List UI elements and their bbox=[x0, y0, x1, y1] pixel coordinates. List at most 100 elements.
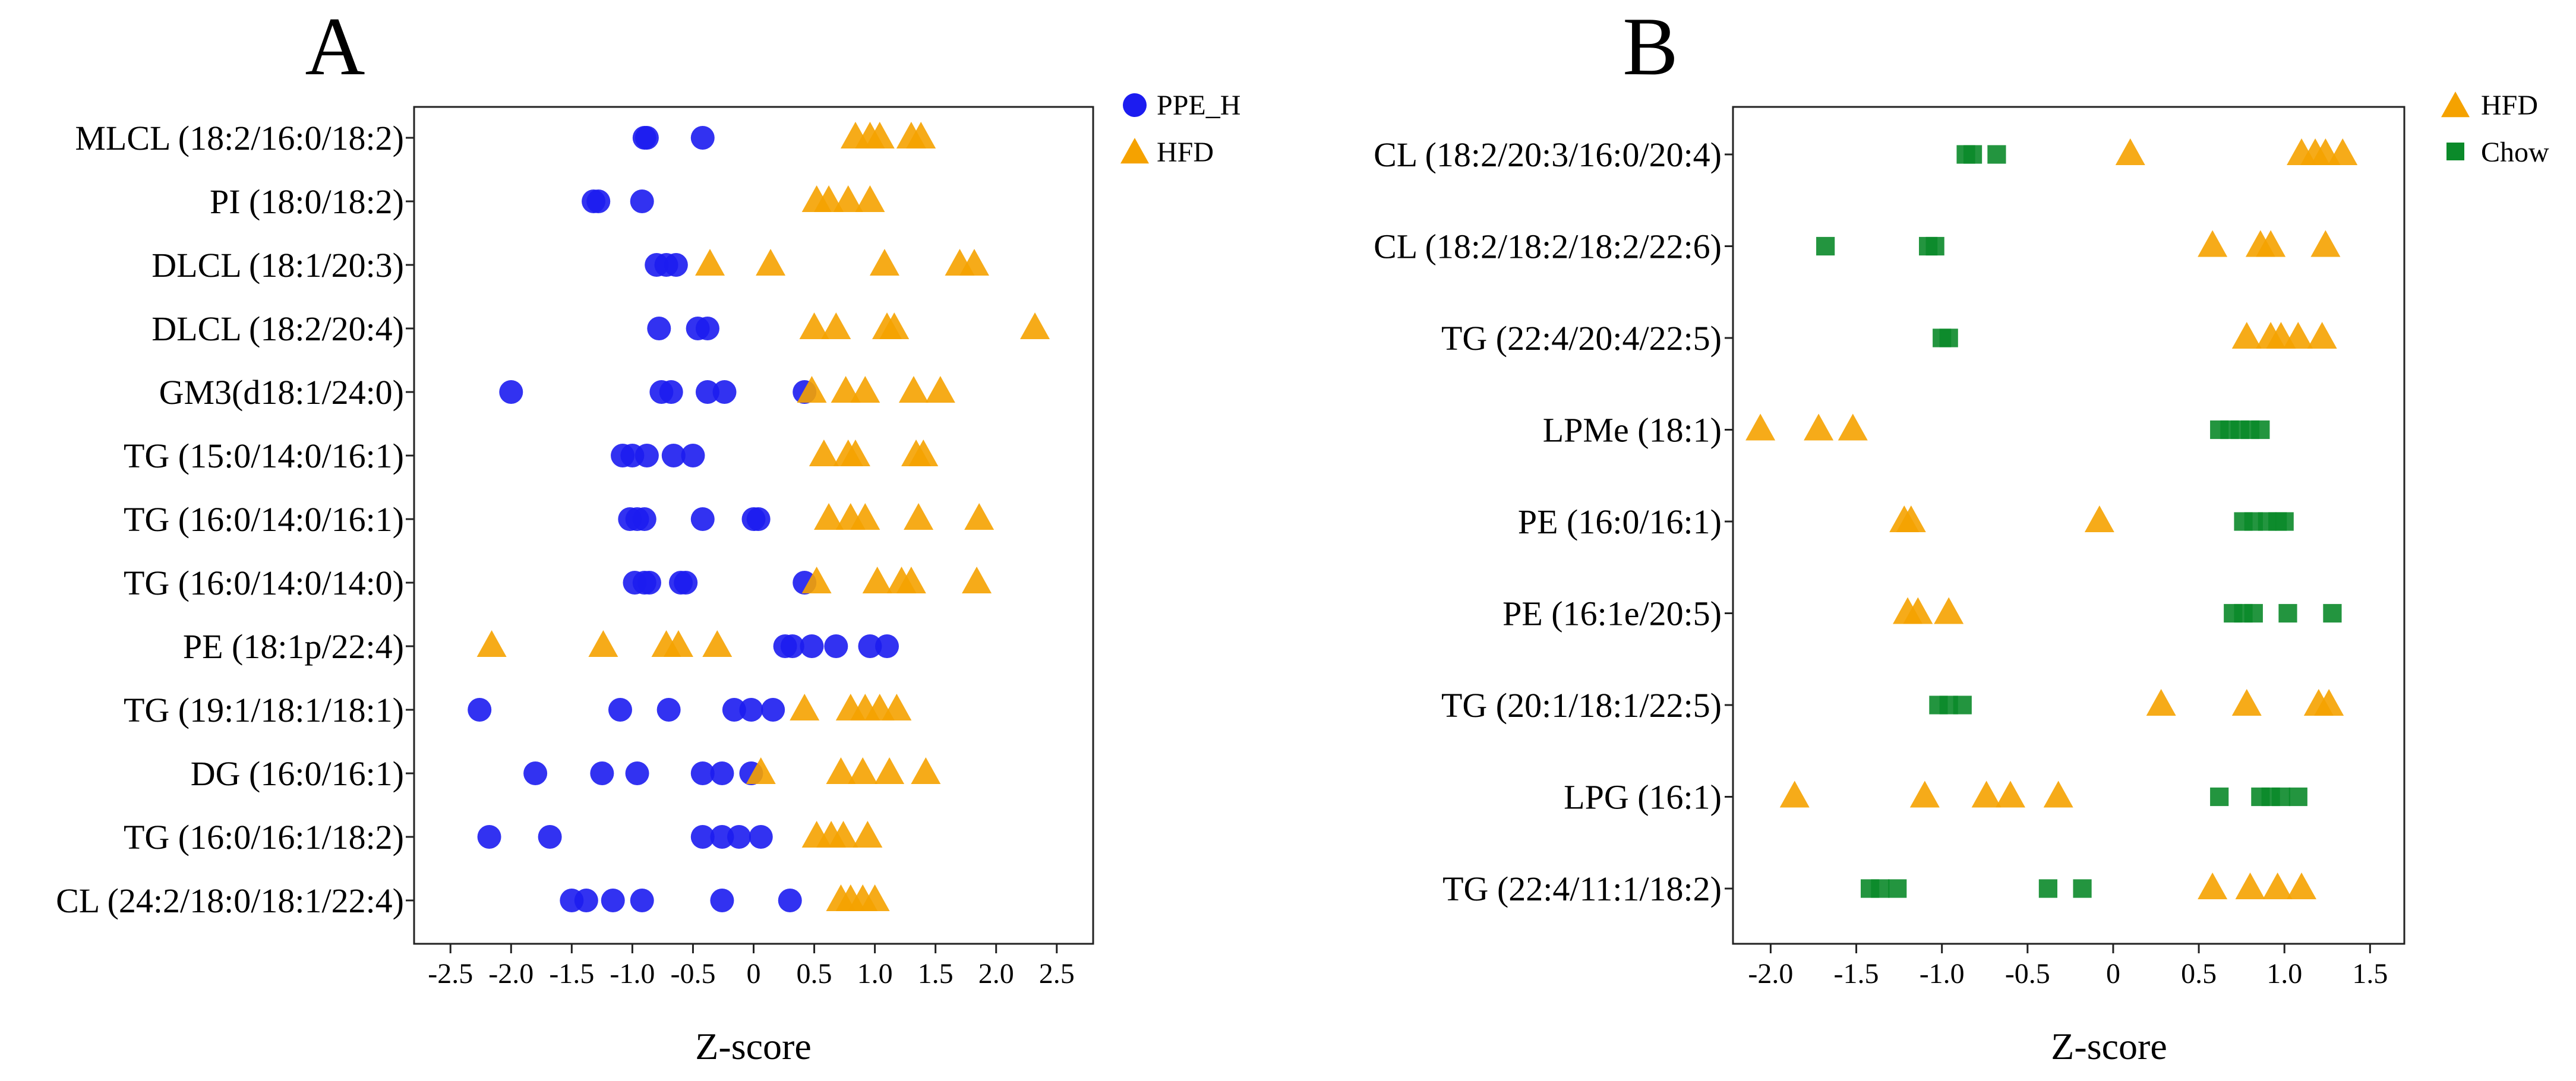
data-point-hfd bbox=[879, 312, 910, 339]
data-point-hfd bbox=[756, 249, 786, 276]
data-point-ppe-h bbox=[634, 126, 659, 150]
data-point-ppe-h bbox=[800, 634, 824, 658]
category-label-tg-20-1-18-1-22-5: TG (20:1/18:1/22:5) bbox=[1441, 686, 1722, 725]
category-label-dlcl-18-1-20-3: DLCL (18:1/20:3) bbox=[151, 246, 404, 285]
category-label-tg-22-4-20-4-22-5: TG (22:4/20:4/22:5) bbox=[1441, 319, 1722, 358]
data-point-ppe-h bbox=[690, 761, 715, 785]
data-point-ppe-h bbox=[749, 825, 773, 849]
data-point-chow bbox=[1963, 145, 1982, 164]
data-point-hfd bbox=[962, 567, 992, 593]
legend-chow-marker bbox=[2446, 143, 2464, 160]
panel-b: B CL (18:2/20:3/16:0/20:4) CL (18:2/18:2/… bbox=[1374, 1, 2549, 1067]
data-point-ppe-h bbox=[590, 761, 614, 785]
data-point-hfd bbox=[1934, 597, 1964, 624]
x-tick-label: -1.0 bbox=[610, 958, 655, 990]
data-point-ppe-h bbox=[780, 634, 804, 658]
data-point-hfd bbox=[908, 440, 939, 466]
data-point-hfd bbox=[1804, 413, 1834, 441]
data-point-hfd bbox=[746, 757, 776, 784]
data-point-hfd bbox=[853, 821, 883, 848]
data-point-hfd bbox=[850, 376, 880, 403]
data-point-hfd bbox=[1909, 780, 1940, 808]
legend-ppe-h-label: PPE_H bbox=[1157, 90, 1240, 121]
panel-a: A MLCL (18:2/16:0/18:2) PI (18:0/18:2) DLC… bbox=[56, 1, 1240, 1067]
data-point-hfd bbox=[831, 376, 861, 403]
data-point-hfd bbox=[2256, 230, 2286, 257]
data-point-ppe-h bbox=[710, 761, 734, 785]
data-point-ppe-h bbox=[690, 825, 715, 849]
data-point-chow bbox=[2275, 512, 2294, 531]
data-point-hfd bbox=[2231, 689, 2262, 716]
data-point-chow bbox=[2073, 879, 2092, 898]
data-point-hfd bbox=[840, 440, 870, 466]
data-point-hfd bbox=[1779, 780, 1810, 808]
category-label-tg-15-0-14-0-16-1: TG (15:0/14:0/16:1) bbox=[124, 437, 404, 475]
data-point-ppe-h bbox=[477, 825, 501, 849]
data-point-hfd bbox=[2231, 322, 2262, 349]
category-label-dlcl-18-2-20-4: DLCL (18:2/20:4) bbox=[151, 309, 404, 348]
data-point-ppe-h bbox=[601, 889, 625, 912]
data-point-hfd bbox=[2328, 138, 2358, 165]
panel-b-category-labels: CL (18:2/20:3/16:0/20:4) CL (18:2/18:2/18… bbox=[1374, 135, 1733, 908]
data-point-hfd bbox=[850, 503, 880, 530]
x-tick-label: 0.5 bbox=[797, 958, 832, 990]
data-point-hfd bbox=[588, 630, 618, 657]
category-label-pe-16-1e-20-5: PE (16:1e/20:5) bbox=[1502, 595, 1722, 633]
data-point-ppe-h bbox=[538, 825, 562, 849]
data-point-ppe-h bbox=[695, 380, 719, 404]
data-point-ppe-h bbox=[690, 126, 715, 150]
data-point-ppe-h bbox=[875, 634, 899, 658]
data-point-hfd bbox=[1971, 780, 2002, 808]
data-point-chow bbox=[1888, 879, 1907, 898]
data-point-hfd bbox=[2235, 873, 2265, 899]
data-point-ppe-h bbox=[647, 317, 671, 340]
panel-a-legend: PPE_H HFD bbox=[1120, 90, 1240, 168]
panel-b-x-axis-title: Z-score bbox=[2051, 1025, 2167, 1067]
panel-b-plot-frame bbox=[1732, 106, 2405, 945]
category-label-pe-16-0-16-1: PE (16:0/16:1) bbox=[1518, 502, 1722, 541]
legend-hfd-marker bbox=[2441, 91, 2470, 118]
data-point-hfd bbox=[2310, 230, 2341, 257]
data-point-hfd bbox=[476, 630, 507, 657]
data-point-ppe-h bbox=[727, 825, 752, 849]
data-point-hfd bbox=[1995, 780, 2025, 808]
data-point-hfd bbox=[814, 503, 844, 530]
data-point-chow bbox=[1925, 236, 1944, 256]
data-point-ppe-h bbox=[586, 189, 611, 213]
data-point-hfd bbox=[964, 503, 995, 530]
data-point-hfd bbox=[904, 503, 934, 530]
data-point-hfd bbox=[814, 185, 844, 212]
panel-b-x-axis: -2.0 -1.5 -1.0 -0.5 0 0.5 1.0 1.5 bbox=[1748, 944, 2388, 990]
data-point-ppe-h bbox=[674, 571, 698, 595]
data-point-ppe-h bbox=[659, 380, 683, 404]
data-point-hfd bbox=[896, 567, 926, 593]
data-point-hfd bbox=[2307, 322, 2337, 349]
data-point-hfd bbox=[2198, 230, 2228, 257]
data-point-ppe-h bbox=[710, 825, 734, 849]
data-point-ppe-h bbox=[712, 380, 737, 404]
data-point-hfd bbox=[2043, 780, 2073, 808]
data-point-chow bbox=[2251, 420, 2270, 440]
data-point-ppe-h bbox=[778, 889, 802, 912]
x-tick-label: -2.0 bbox=[488, 958, 533, 990]
data-point-ppe-h bbox=[739, 698, 763, 722]
data-point-hfd bbox=[906, 122, 936, 148]
data-point-chow bbox=[1953, 696, 1972, 715]
data-point-ppe-h bbox=[661, 444, 686, 467]
category-label-tg-19-1-18-1-18-1: TG (19:1/18:1/18:1) bbox=[124, 691, 404, 729]
data-point-hfd bbox=[1896, 505, 1926, 532]
x-tick-label: -0.5 bbox=[2005, 958, 2050, 990]
data-point-hfd bbox=[864, 122, 895, 148]
data-point-hfd bbox=[898, 376, 929, 403]
data-point-hfd bbox=[801, 567, 832, 593]
x-tick-label: -0.5 bbox=[670, 958, 715, 990]
data-point-chow bbox=[1816, 236, 1835, 256]
data-point-hfd bbox=[1838, 413, 1868, 441]
x-tick-label: -2.5 bbox=[428, 958, 473, 990]
data-point-hfd bbox=[833, 185, 863, 212]
panel-a-data-points bbox=[468, 122, 1050, 912]
x-tick-label: 0.5 bbox=[2181, 958, 2217, 990]
data-point-hfd bbox=[821, 312, 851, 339]
data-point-hfd bbox=[797, 376, 827, 403]
panel-b-letter: B bbox=[1622, 1, 1678, 93]
